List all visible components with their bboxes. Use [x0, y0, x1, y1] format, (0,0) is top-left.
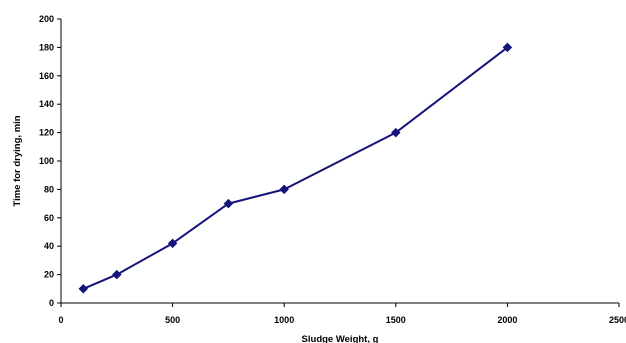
y-tick-label: 180 [39, 42, 54, 52]
series-layer [78, 42, 513, 294]
x-tick-label: 2500 [609, 315, 626, 325]
y-tick-label: 140 [39, 99, 54, 109]
y-tick-label: 120 [39, 128, 54, 138]
y-tick-label: 40 [44, 241, 54, 251]
x-tick-label: 1500 [386, 315, 406, 325]
data-point-marker [223, 198, 234, 209]
data-point-marker [78, 283, 89, 294]
y-tick-label: 0 [49, 298, 54, 308]
x-axis-ticks: 0 500 1000 1500 2000 2500 [58, 303, 626, 325]
y-tick-label: 60 [44, 213, 54, 223]
y-axis-ticks: 0 20 40 60 80 100 120 140 160 180 200 [39, 14, 61, 308]
x-tick-label: 500 [165, 315, 180, 325]
data-point-marker [279, 184, 290, 195]
y-tick-label: 160 [39, 71, 54, 81]
y-tick-label: 200 [39, 14, 54, 24]
y-tick-label: 80 [44, 184, 54, 194]
data-point-marker [167, 238, 178, 249]
x-tick-label: 0 [58, 315, 63, 325]
series-line [82, 46, 509, 290]
y-axis-title: Time for drying, min [12, 115, 23, 206]
x-axis-title: Sludge Weight, g [302, 334, 379, 343]
data-point-marker [390, 127, 401, 138]
x-tick-label: 1000 [274, 315, 294, 325]
data-point-marker [111, 269, 122, 280]
y-tick-label: 20 [44, 270, 54, 280]
x-tick-label: 2000 [497, 315, 517, 325]
y-tick-label: 100 [39, 156, 54, 166]
data-point-marker [502, 42, 513, 53]
